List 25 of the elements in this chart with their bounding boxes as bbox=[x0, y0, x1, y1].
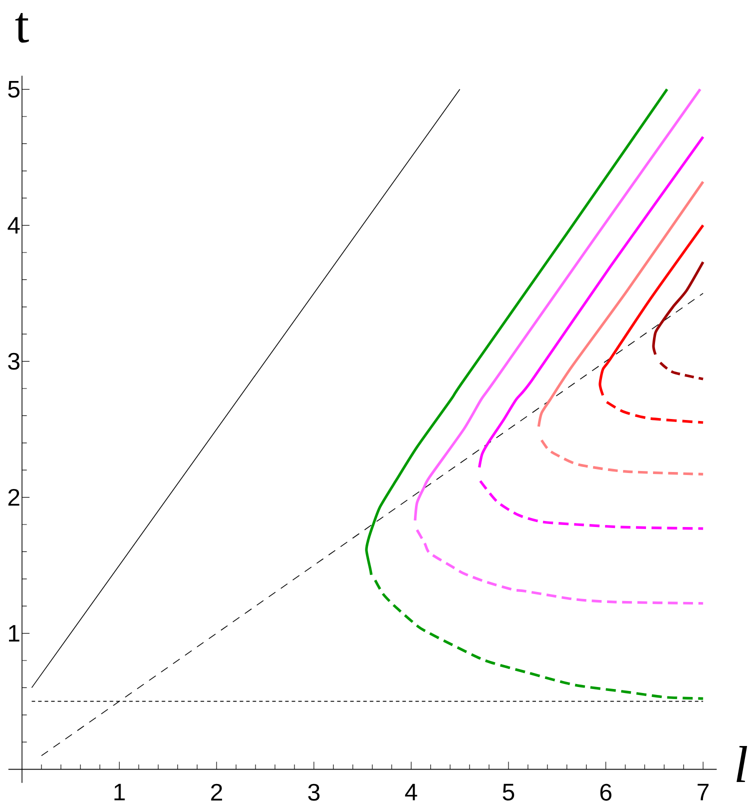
line-series bbox=[416, 528, 704, 605]
x-tick-label: 6 bbox=[600, 784, 612, 801]
x-tick-label: 3 bbox=[308, 784, 320, 801]
line-series bbox=[537, 180, 704, 428]
y-tick-label: 4 bbox=[8, 217, 20, 234]
x-tick-label: 1 bbox=[114, 784, 125, 800]
line-series bbox=[652, 260, 704, 356]
line-series bbox=[365, 88, 668, 576]
line-series bbox=[540, 438, 704, 476]
x-tick-label: 5 bbox=[502, 784, 514, 801]
x-axis-title: l bbox=[736, 746, 748, 782]
y-tick-label: 1 bbox=[9, 625, 20, 642]
line-series bbox=[598, 224, 704, 397]
line-series bbox=[374, 578, 704, 700]
x-tick-label: 7 bbox=[698, 784, 709, 800]
y-tick-label: 3 bbox=[8, 352, 20, 370]
line-series bbox=[478, 136, 704, 469]
x-tick-label: 4 bbox=[405, 784, 418, 800]
x-tick-label: 2 bbox=[211, 784, 222, 801]
line-series bbox=[478, 480, 704, 530]
y-tick-label: 2 bbox=[8, 488, 20, 506]
y-tick-label: 5 bbox=[8, 80, 20, 98]
y-axis-title: t bbox=[15, 12, 29, 43]
line-series bbox=[414, 88, 702, 522]
line-series bbox=[605, 400, 704, 424]
